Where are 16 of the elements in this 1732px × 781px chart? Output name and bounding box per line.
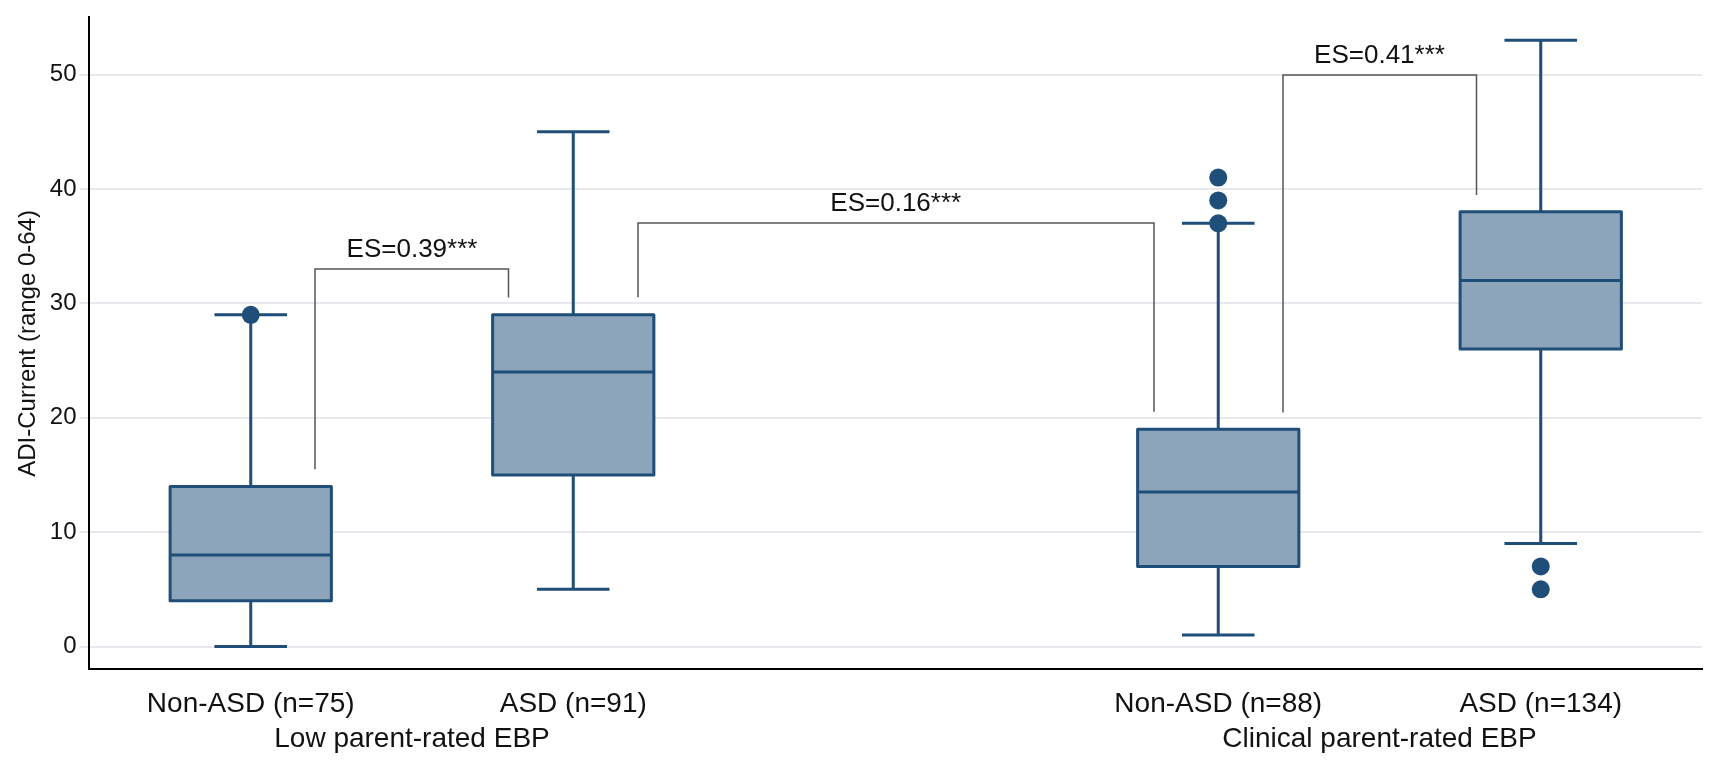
x-tick-label: Non-ASD (n=88) bbox=[1114, 686, 1323, 718]
y-axis-title: ADI-Current (range 0-64) bbox=[13, 210, 41, 477]
y-tick-label: 50 bbox=[49, 59, 77, 87]
x-tick-label: ASD (n=91) bbox=[499, 686, 647, 718]
text: Low parent-rated EBP bbox=[274, 722, 550, 754]
y-tick-label: 10 bbox=[49, 516, 77, 544]
annotation: ES=0.16*** bbox=[830, 187, 962, 218]
annotation: ES=0.39*** bbox=[346, 233, 478, 264]
y-tick-label: 40 bbox=[49, 173, 77, 201]
y-tick-label: 30 bbox=[49, 287, 77, 315]
x-tick-label: Non-ASD (n=75) bbox=[146, 686, 355, 718]
text: Clinical parent-rated EBP bbox=[1222, 722, 1537, 754]
x-tick-label: ASD (n=134) bbox=[1459, 686, 1623, 718]
y-tick-label: 20 bbox=[49, 402, 77, 430]
annotation: ES=0.41*** bbox=[1314, 38, 1445, 69]
y-tick-label: 0 bbox=[63, 631, 77, 659]
